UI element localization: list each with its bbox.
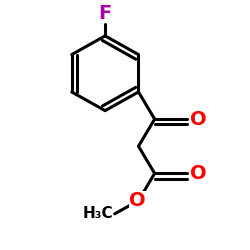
- Text: F: F: [98, 4, 112, 22]
- Text: O: O: [190, 164, 206, 183]
- Text: O: O: [129, 191, 146, 210]
- Text: O: O: [190, 110, 206, 128]
- Text: H₃C: H₃C: [83, 206, 114, 221]
